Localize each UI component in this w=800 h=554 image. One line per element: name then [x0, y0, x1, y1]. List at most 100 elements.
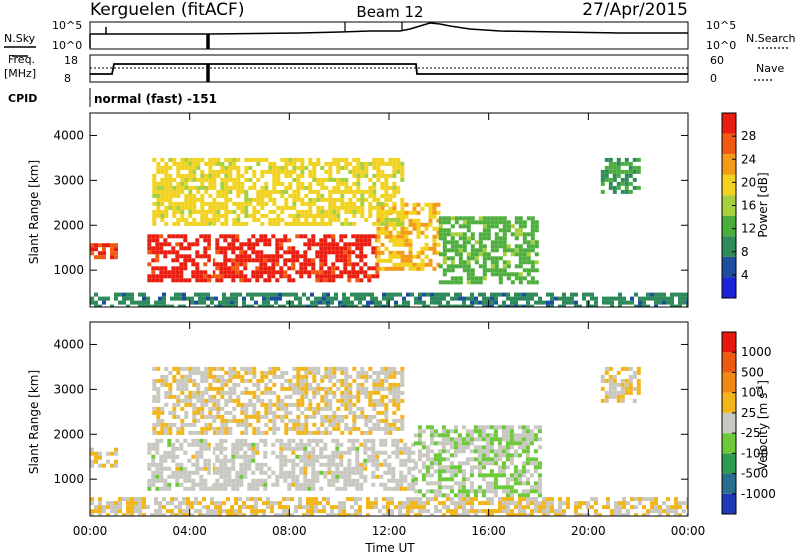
heatmap-cell: [477, 437, 482, 442]
heatmap-cell: [350, 300, 354, 305]
heatmap-cell: [482, 256, 487, 261]
heatmap-cell: [155, 234, 160, 239]
heatmap-cell: [470, 501, 474, 506]
heatmap-cell: [616, 370, 621, 375]
heatmap-cell: [450, 216, 455, 221]
heatmap-cell: [395, 486, 400, 491]
heatmap-cell: [254, 509, 258, 514]
heatmap-cell: [304, 193, 309, 198]
heatmap-cell: [324, 414, 329, 419]
heatmap-cell: [236, 189, 241, 194]
heatmap-cell: [287, 250, 292, 255]
heatmap-cell: [384, 202, 389, 207]
heatmap-cell: [232, 181, 237, 186]
heatmap-cell: [296, 398, 301, 403]
heatmap-cell: [530, 236, 535, 241]
heatmap-cell: [312, 169, 317, 174]
heatmap-cell: [94, 243, 98, 248]
heatmap-cell: [632, 185, 637, 190]
heatmap-cell: [208, 398, 213, 403]
heatmap-cell: [196, 197, 201, 202]
heatmap-cell: [428, 222, 433, 227]
colorbar-swatch: [722, 277, 736, 298]
heatmap-cell: [307, 482, 312, 487]
y-tick-label: 3000: [53, 382, 84, 396]
heatmap-cell: [224, 197, 229, 202]
heatmap-cell: [206, 296, 210, 301]
heatmap-cell: [310, 513, 314, 516]
heatmap-cell: [590, 505, 594, 510]
heatmap-cell: [284, 386, 289, 391]
heatmap-cell: [280, 418, 285, 423]
heatmap-cell: [196, 177, 201, 182]
heatmap-cell: [175, 270, 180, 275]
heatmap-cell: [227, 474, 232, 479]
heatmap-cell: [190, 300, 194, 305]
heatmap-cell: [424, 226, 429, 231]
heatmap-cell: [196, 386, 201, 391]
heatmap-cell: [98, 463, 102, 468]
noise-panel-frame: [89, 21, 689, 50]
heatmap-cell: [184, 410, 189, 415]
heatmap-cell: [287, 486, 292, 491]
heatmap-cell: [400, 258, 405, 263]
heatmap-cell: [570, 296, 574, 301]
heatmap-cell: [160, 406, 165, 411]
heatmap-cell: [252, 394, 257, 399]
heatmap-cell: [513, 433, 518, 438]
heatmap-cell: [420, 266, 425, 271]
heatmap-cell: [622, 505, 626, 510]
heatmap-cell: [392, 422, 397, 427]
heatmap-cell: [530, 280, 535, 285]
heatmap-cell: [421, 465, 426, 470]
heatmap-cell: [509, 441, 514, 446]
heatmap-cell: [199, 438, 204, 443]
heatmap-cell: [224, 173, 229, 178]
heatmap-cell: [319, 238, 324, 243]
heatmap-cell: [252, 366, 257, 371]
heatmap-cell: [412, 210, 417, 215]
heatmap-cell: [250, 304, 254, 307]
heatmap-cell: [562, 296, 566, 301]
heatmap-cell: [187, 442, 192, 447]
heatmap-cell: [376, 226, 381, 231]
heatmap-cell: [195, 238, 200, 243]
heatmap-cell: [314, 304, 318, 307]
heatmap-cell: [114, 292, 118, 297]
heatmap-cell: [235, 274, 240, 279]
heatmap-cell: [485, 425, 490, 430]
heatmap-cell: [300, 161, 305, 166]
heatmap-cell: [360, 197, 365, 202]
heatmap-cell: [164, 169, 169, 174]
heatmap-cell: [436, 250, 441, 255]
heatmap-cell: [347, 254, 352, 259]
heatmap-cell: [408, 246, 413, 251]
heatmap-region: [90, 292, 688, 307]
heatmap-cell: [151, 250, 156, 255]
heatmap-cell: [114, 296, 118, 301]
heatmap-cell: [346, 300, 350, 305]
heatmap-cell: [216, 157, 221, 162]
heatmap-cell: [421, 445, 426, 450]
heatmap-cell: [300, 173, 305, 178]
heatmap-cell: [90, 300, 94, 305]
heatmap-cell: [315, 270, 320, 275]
heatmap-cell: [256, 382, 261, 387]
y-tick-label: 2000: [53, 427, 84, 441]
heatmap-cell: [323, 254, 328, 259]
heatmap-cell: [344, 402, 349, 407]
heatmap-cell: [240, 189, 245, 194]
heatmap-cell: [416, 266, 421, 271]
heatmap-cell: [608, 374, 613, 379]
heatmap-cell: [506, 220, 511, 225]
colorbar-swatch: [722, 392, 736, 413]
heatmap-cell: [604, 394, 609, 399]
heatmap-cell: [331, 470, 336, 475]
heatmap-cell: [533, 433, 538, 438]
heatmap-cell: [332, 197, 337, 202]
heatmap-cell: [156, 165, 161, 170]
heatmap-cell: [348, 382, 353, 387]
heatmap-cell: [600, 173, 605, 178]
heatmap-cell: [396, 221, 401, 226]
